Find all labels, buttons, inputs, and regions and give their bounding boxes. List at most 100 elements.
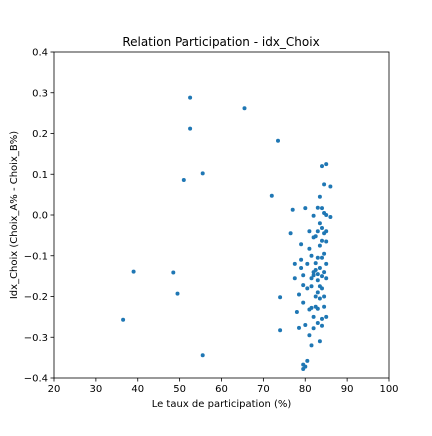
- y-tick-label: 0.3: [32, 88, 48, 99]
- data-point: [324, 261, 329, 266]
- data-point: [188, 126, 193, 131]
- data-point: [292, 261, 297, 266]
- data-point: [303, 364, 308, 369]
- data-point: [320, 323, 324, 328]
- x-tick-label: 60: [215, 384, 228, 395]
- y-tick-label: −0.3: [24, 333, 48, 344]
- data-point: [309, 305, 314, 310]
- data-point: [320, 164, 324, 169]
- data-point: [313, 234, 318, 239]
- data-point: [299, 266, 304, 270]
- data-point: [313, 294, 318, 299]
- data-point: [200, 171, 205, 176]
- data-point: [328, 184, 333, 189]
- data-point: [301, 300, 306, 305]
- data-point: [297, 325, 301, 330]
- data-point: [188, 95, 193, 100]
- data-point: [269, 193, 274, 198]
- data-point: [320, 206, 324, 211]
- y-tick-label: 0.4: [32, 48, 48, 59]
- data-point: [320, 226, 324, 230]
- data-point: [317, 243, 322, 248]
- data-point: [299, 242, 304, 247]
- y-axis-label: Idx_Choix (Choix_A% - Choix_B%): [9, 131, 20, 299]
- data-point: [313, 261, 318, 266]
- data-point: [317, 266, 322, 270]
- data-point: [320, 316, 324, 321]
- data-point: [200, 353, 205, 358]
- data-point: [315, 229, 320, 234]
- data-point: [307, 246, 312, 251]
- data-point: [317, 221, 322, 226]
- data-point: [322, 294, 327, 299]
- data-point: [320, 238, 324, 243]
- x-tick-label: 80: [299, 384, 312, 395]
- data-point: [309, 343, 314, 348]
- data-point: [294, 310, 299, 314]
- data-point: [328, 215, 333, 219]
- data-point: [305, 261, 310, 266]
- data-point: [278, 328, 283, 333]
- data-point: [324, 162, 329, 167]
- data-point: [290, 207, 295, 212]
- data-point: [175, 291, 180, 296]
- data-point: [307, 229, 312, 234]
- data-point: [322, 270, 327, 275]
- data-point: [313, 268, 318, 272]
- data-point: [322, 182, 327, 187]
- x-tick-label: 90: [341, 384, 354, 395]
- data-point: [309, 253, 314, 258]
- data-point: [317, 339, 322, 344]
- data-point: [324, 314, 329, 319]
- x-tick-label: 50: [173, 384, 186, 395]
- data-point: [317, 194, 322, 199]
- y-tick-label: 0.2: [32, 129, 48, 140]
- data-point: [324, 239, 329, 244]
- x-tick-label: 100: [379, 384, 398, 395]
- y-tick-label: 0.0: [32, 211, 48, 222]
- data-point: [315, 205, 320, 210]
- data-point: [307, 333, 312, 338]
- data-point: [301, 273, 306, 278]
- data-point: [315, 278, 320, 283]
- x-tick-label: 70: [257, 384, 270, 395]
- x-axis-label: Le taux de participation (%): [152, 399, 292, 410]
- y-tick-label: −0.4: [24, 374, 48, 385]
- data-point: [288, 231, 293, 236]
- data-point: [324, 229, 329, 234]
- data-point: [181, 178, 186, 182]
- data-point: [324, 276, 329, 281]
- data-point: [303, 323, 308, 327]
- data-point: [320, 274, 324, 279]
- data-point: [311, 273, 316, 278]
- data-point: [322, 251, 327, 256]
- x-tick-label: 20: [48, 384, 61, 395]
- data-point: [305, 286, 310, 291]
- data-point: [292, 276, 297, 281]
- data-point: [301, 283, 306, 288]
- data-point: [278, 295, 283, 300]
- data-point: [311, 314, 316, 319]
- data-point: [303, 206, 308, 211]
- data-point: [322, 304, 327, 309]
- data-point: [320, 286, 324, 291]
- y-tick-label: −0.2: [24, 292, 48, 303]
- data-point: [305, 358, 310, 363]
- chart-title: Relation Participation - idx_Choix: [122, 35, 319, 49]
- data-point: [297, 292, 301, 297]
- data-point: [311, 326, 316, 331]
- y-tick-label: 0.1: [32, 170, 48, 181]
- data-point: [299, 257, 304, 262]
- data-point: [324, 213, 329, 217]
- data-point: [315, 321, 320, 325]
- data-point: [131, 269, 136, 274]
- x-tick-label: 30: [90, 384, 103, 395]
- data-point: [121, 317, 126, 322]
- data-point: [311, 213, 316, 218]
- plot-frame: [53, 51, 390, 379]
- ticks-layer: 20 30 40 50 60 70 80 90 100 0.4 0.3 0.2 0.1 0.0 −0.1 −0…: [24, 48, 399, 396]
- data-point: [317, 296, 322, 301]
